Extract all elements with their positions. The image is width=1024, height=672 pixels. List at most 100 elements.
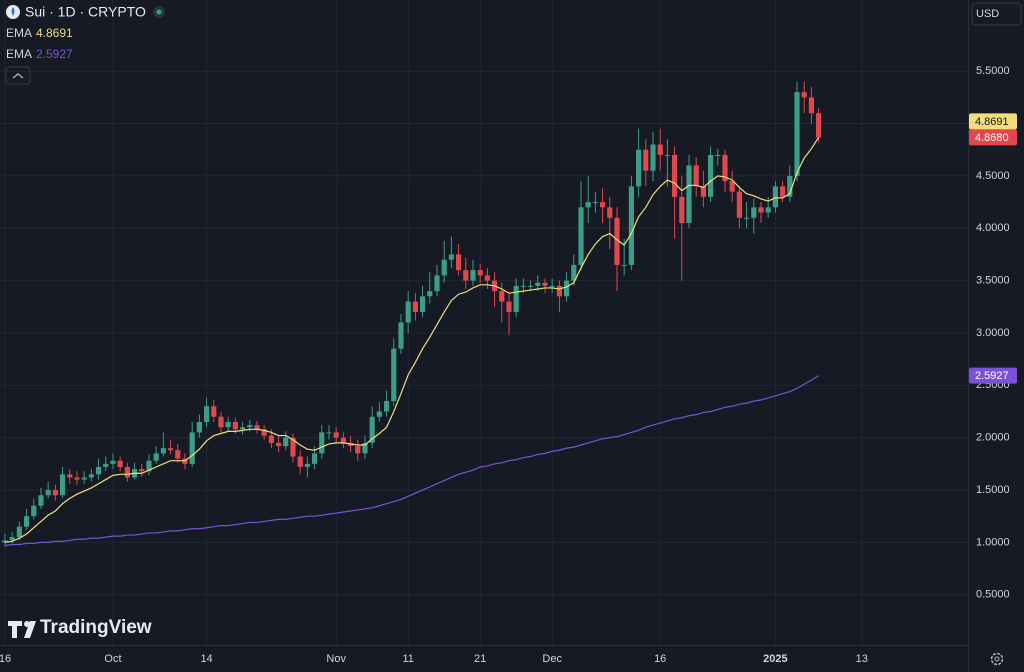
y-tick-label: 3.0000 [976,327,1010,339]
indicator-value: 2.5927 [36,47,73,61]
candle-body [232,421,238,430]
price-badge [969,129,1017,146]
x-tick-label: 21 [474,653,486,665]
y-tick-label: 2.0000 [976,432,1010,444]
candle-body [124,466,130,478]
candle-body [477,270,483,276]
candle-body [571,264,577,281]
candle-body [333,432,339,438]
candle-body [268,435,274,443]
candle-body [196,421,202,433]
price-badge-label: 4.8680 [975,132,1009,144]
candle-body [355,446,361,454]
candle-body [513,285,519,313]
candle-body [376,411,382,417]
candle-body [736,191,742,218]
candle-body [779,186,786,197]
candle-body [88,474,94,478]
symbol-title[interactable]: Sui · 1D · CRYPTO [25,4,146,20]
price-badges: 4.8680 4.8691 2.5927 [969,113,1017,384]
candle-body [81,477,87,480]
candle-body [391,348,397,402]
candle-body [16,526,22,538]
candle-body [506,301,512,313]
candle-body [398,322,404,349]
candle-body [412,301,418,313]
candle-body [484,275,490,281]
currency-button[interactable] [971,2,1022,26]
candle-body [592,202,598,204]
candle-body [455,254,462,271]
candle-body [383,401,390,412]
collapse-icon [12,73,24,79]
candle-body [103,463,109,467]
candle-body [261,429,267,436]
x-tick-label: 16 [0,653,11,665]
candle-body [787,175,793,197]
candle-body [499,291,505,302]
candle-body [520,285,526,287]
indicator-name[interactable]: EMA [6,26,32,40]
currency-label[interactable]: USD [976,8,999,20]
candle-body [319,432,325,454]
indicator-name[interactable]: EMA [6,47,32,61]
candle-body [815,113,822,138]
candle-body [146,460,152,472]
x-tick-label: Oct [104,653,121,665]
candle-body [160,448,166,454]
y-tick-label: 4.5000 [976,170,1010,182]
candle-body [643,149,649,171]
candle-body [225,421,231,428]
candle-body [369,416,375,443]
settings-button[interactable] [990,652,1004,666]
candle-body [311,453,318,464]
candle-body [448,254,454,260]
candle-body [549,285,555,287]
y-tick-label: 1.5000 [976,484,1010,496]
candle-body [585,202,591,208]
header: Sui · 1D · CRYPTO EMA 4.8691 EMA 2.5927 [5,4,165,85]
candle-body [74,477,80,480]
candle-body [275,442,282,447]
grid [0,0,968,645]
market-status-dot [156,9,162,15]
y-tick-label: 0.5000 [976,589,1010,601]
candle-body [45,490,51,496]
candle-body [470,270,476,281]
candle-body [211,406,217,417]
candle-body [751,207,757,218]
y-tick-label: 5.5000 [976,65,1010,77]
collapse-button[interactable] [5,66,31,85]
candle-body [715,154,721,156]
candle-body [794,92,800,176]
candle-body [808,97,814,114]
watermark-text: TradingView [40,617,152,638]
candle-body [664,154,670,156]
candle-body [2,540,8,543]
candle-body [297,456,303,467]
candle-body [535,282,541,286]
y-tick-label: 1.0000 [976,536,1010,548]
candle-body [340,437,346,443]
x-tick-label: 2025 [763,653,787,665]
watermark: TradingView [8,617,152,638]
candle-body [671,154,678,197]
candle-body [650,144,656,171]
y-tick-label: 4.0000 [976,222,1010,234]
candle-body [290,437,296,457]
candle-body [304,463,310,467]
candle-body [607,207,613,218]
candle-body [801,92,807,98]
candle-body [614,217,620,265]
candle-body [722,154,728,182]
candle-body [729,181,735,192]
candle-body [578,207,584,265]
x-tick-label: 11 [402,653,413,665]
settings-icon[interactable] [990,652,1004,666]
symbol-icon-drop [11,7,15,16]
candle-body [239,427,246,430]
axes: 0.50001.00001.50002.00002.50003.00003.50… [0,65,1010,665]
x-tick-label: Dec [542,653,562,665]
